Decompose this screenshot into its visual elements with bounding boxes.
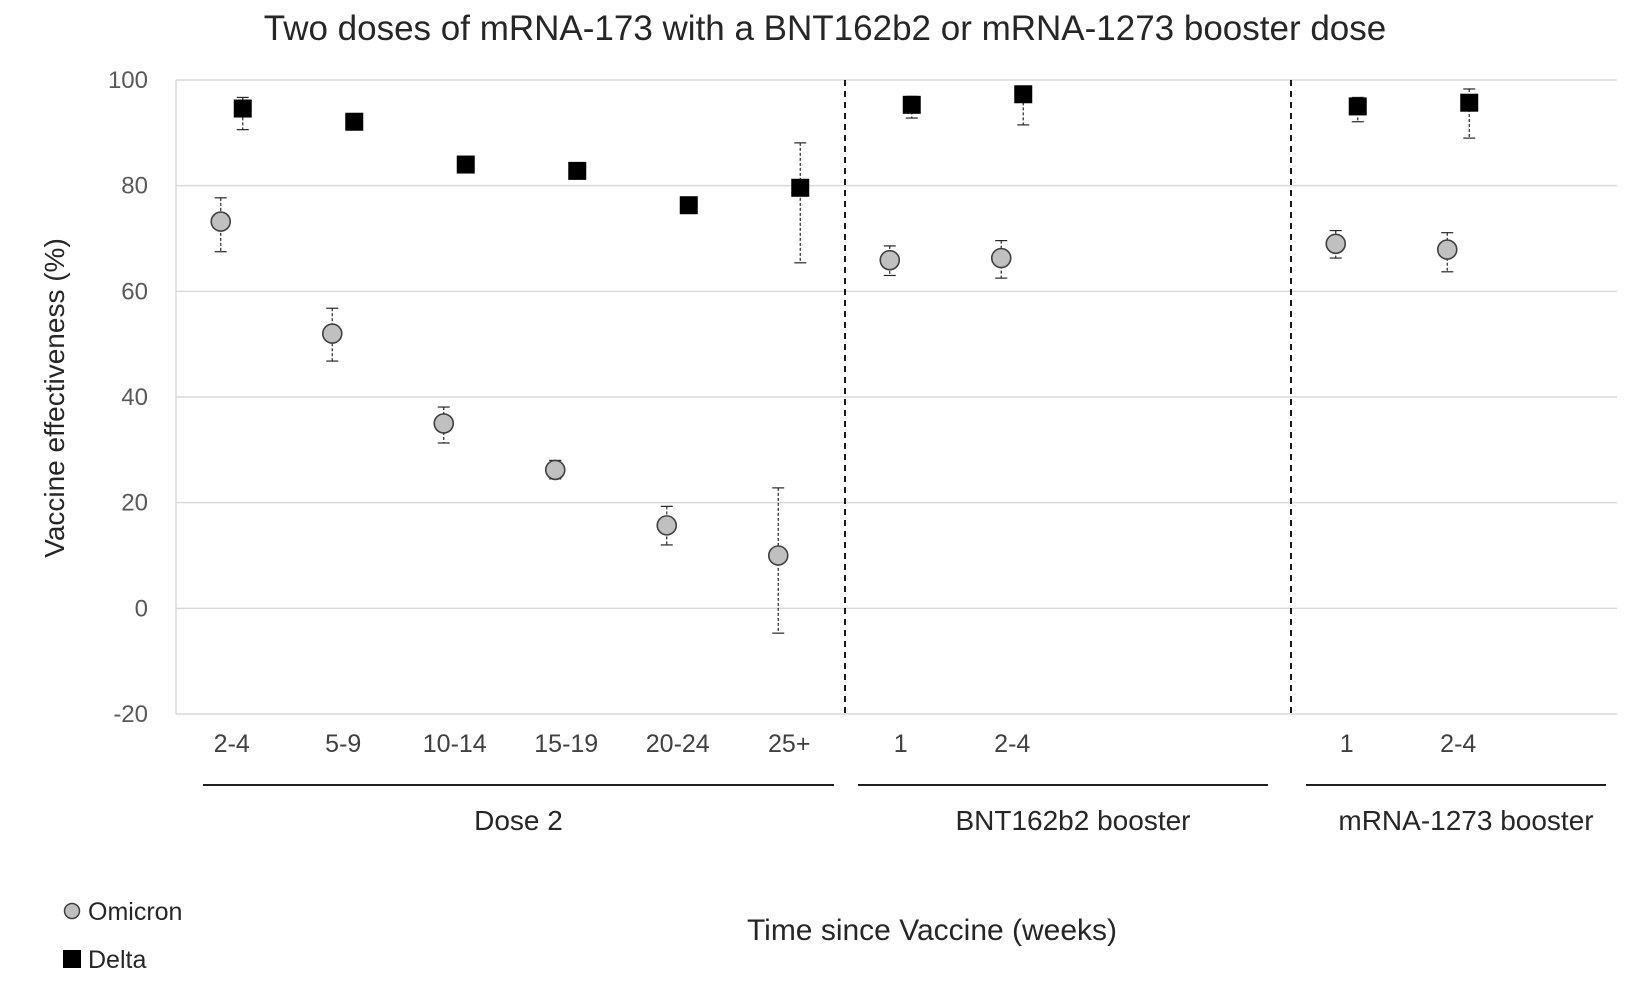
legend-label: Delta xyxy=(88,946,146,974)
y-axis-label: Vaccine effectiveness (%) xyxy=(39,238,70,558)
x-axis-ticks: 2-4 5-9 10-14 15-19 20-24 25+ 1 2-4 1 2-4 xyxy=(214,730,1477,758)
y-tick-label: 100 xyxy=(108,67,148,94)
delta-point xyxy=(456,155,475,174)
omicron-point xyxy=(544,459,566,481)
omicron-point xyxy=(1325,233,1347,255)
x-tick-label: 10-14 xyxy=(423,730,487,758)
x-tick-label: 1 xyxy=(894,730,908,758)
delta-point xyxy=(1460,93,1479,112)
y-tick-label: 80 xyxy=(121,173,148,200)
delta-point xyxy=(345,112,364,131)
omicron-point xyxy=(990,247,1012,269)
y-tick-label: 20 xyxy=(121,490,148,517)
delta-point xyxy=(1014,85,1033,104)
delta-point xyxy=(1348,97,1367,116)
x-axis-label: Time since Vaccine (weeks) xyxy=(747,914,1117,947)
omicron-point xyxy=(656,515,678,536)
delta-point xyxy=(679,196,698,215)
y-tick-label: 60 xyxy=(121,278,148,305)
data-points xyxy=(210,85,1479,566)
x-tick-label: 15-19 xyxy=(534,730,598,758)
legend-omicron-marker xyxy=(63,902,81,920)
x-tick-label: 25+ xyxy=(768,730,810,758)
x-tick-label: 5-9 xyxy=(325,730,361,758)
gridlines xyxy=(175,79,1617,715)
chart-title: Two doses of mRNA-173 with a BNT162b2 or… xyxy=(264,9,1386,48)
omicron-point xyxy=(1436,239,1458,260)
x-tick-label: 2-4 xyxy=(214,730,250,758)
group-label: mRNA-1273 booster xyxy=(1338,805,1593,836)
group-label: BNT162b2 booster xyxy=(955,805,1190,836)
delta-point xyxy=(791,178,810,197)
delta-point xyxy=(233,99,252,118)
y-axis-ticks: -20 0 20 40 60 80 100 xyxy=(108,67,148,728)
omicron-point xyxy=(767,545,789,566)
x-tick-label: 2-4 xyxy=(1440,730,1476,758)
omicron-point xyxy=(210,211,232,232)
x-tick-label: 20-24 xyxy=(646,730,710,758)
group-dividers xyxy=(844,80,1292,714)
delta-point xyxy=(568,161,587,180)
x-tick-label: 1 xyxy=(1340,730,1354,758)
delta-point xyxy=(902,95,921,114)
legend-delta-marker xyxy=(63,950,81,968)
legend: Omicron Delta xyxy=(63,898,182,974)
legend-label: Omicron xyxy=(88,898,182,926)
y-tick-label: -20 xyxy=(113,701,148,728)
group-labels: Dose 2 BNT162b2 booster mRNA-1273 booster xyxy=(203,784,1606,836)
y-tick-label: 40 xyxy=(121,384,148,411)
omicron-point xyxy=(879,249,901,271)
y-tick-label: 0 xyxy=(135,595,148,622)
omicron-point xyxy=(433,413,455,434)
group-label: Dose 2 xyxy=(474,805,563,836)
omicron-point xyxy=(321,323,343,344)
x-tick-label: 2-4 xyxy=(994,730,1030,758)
